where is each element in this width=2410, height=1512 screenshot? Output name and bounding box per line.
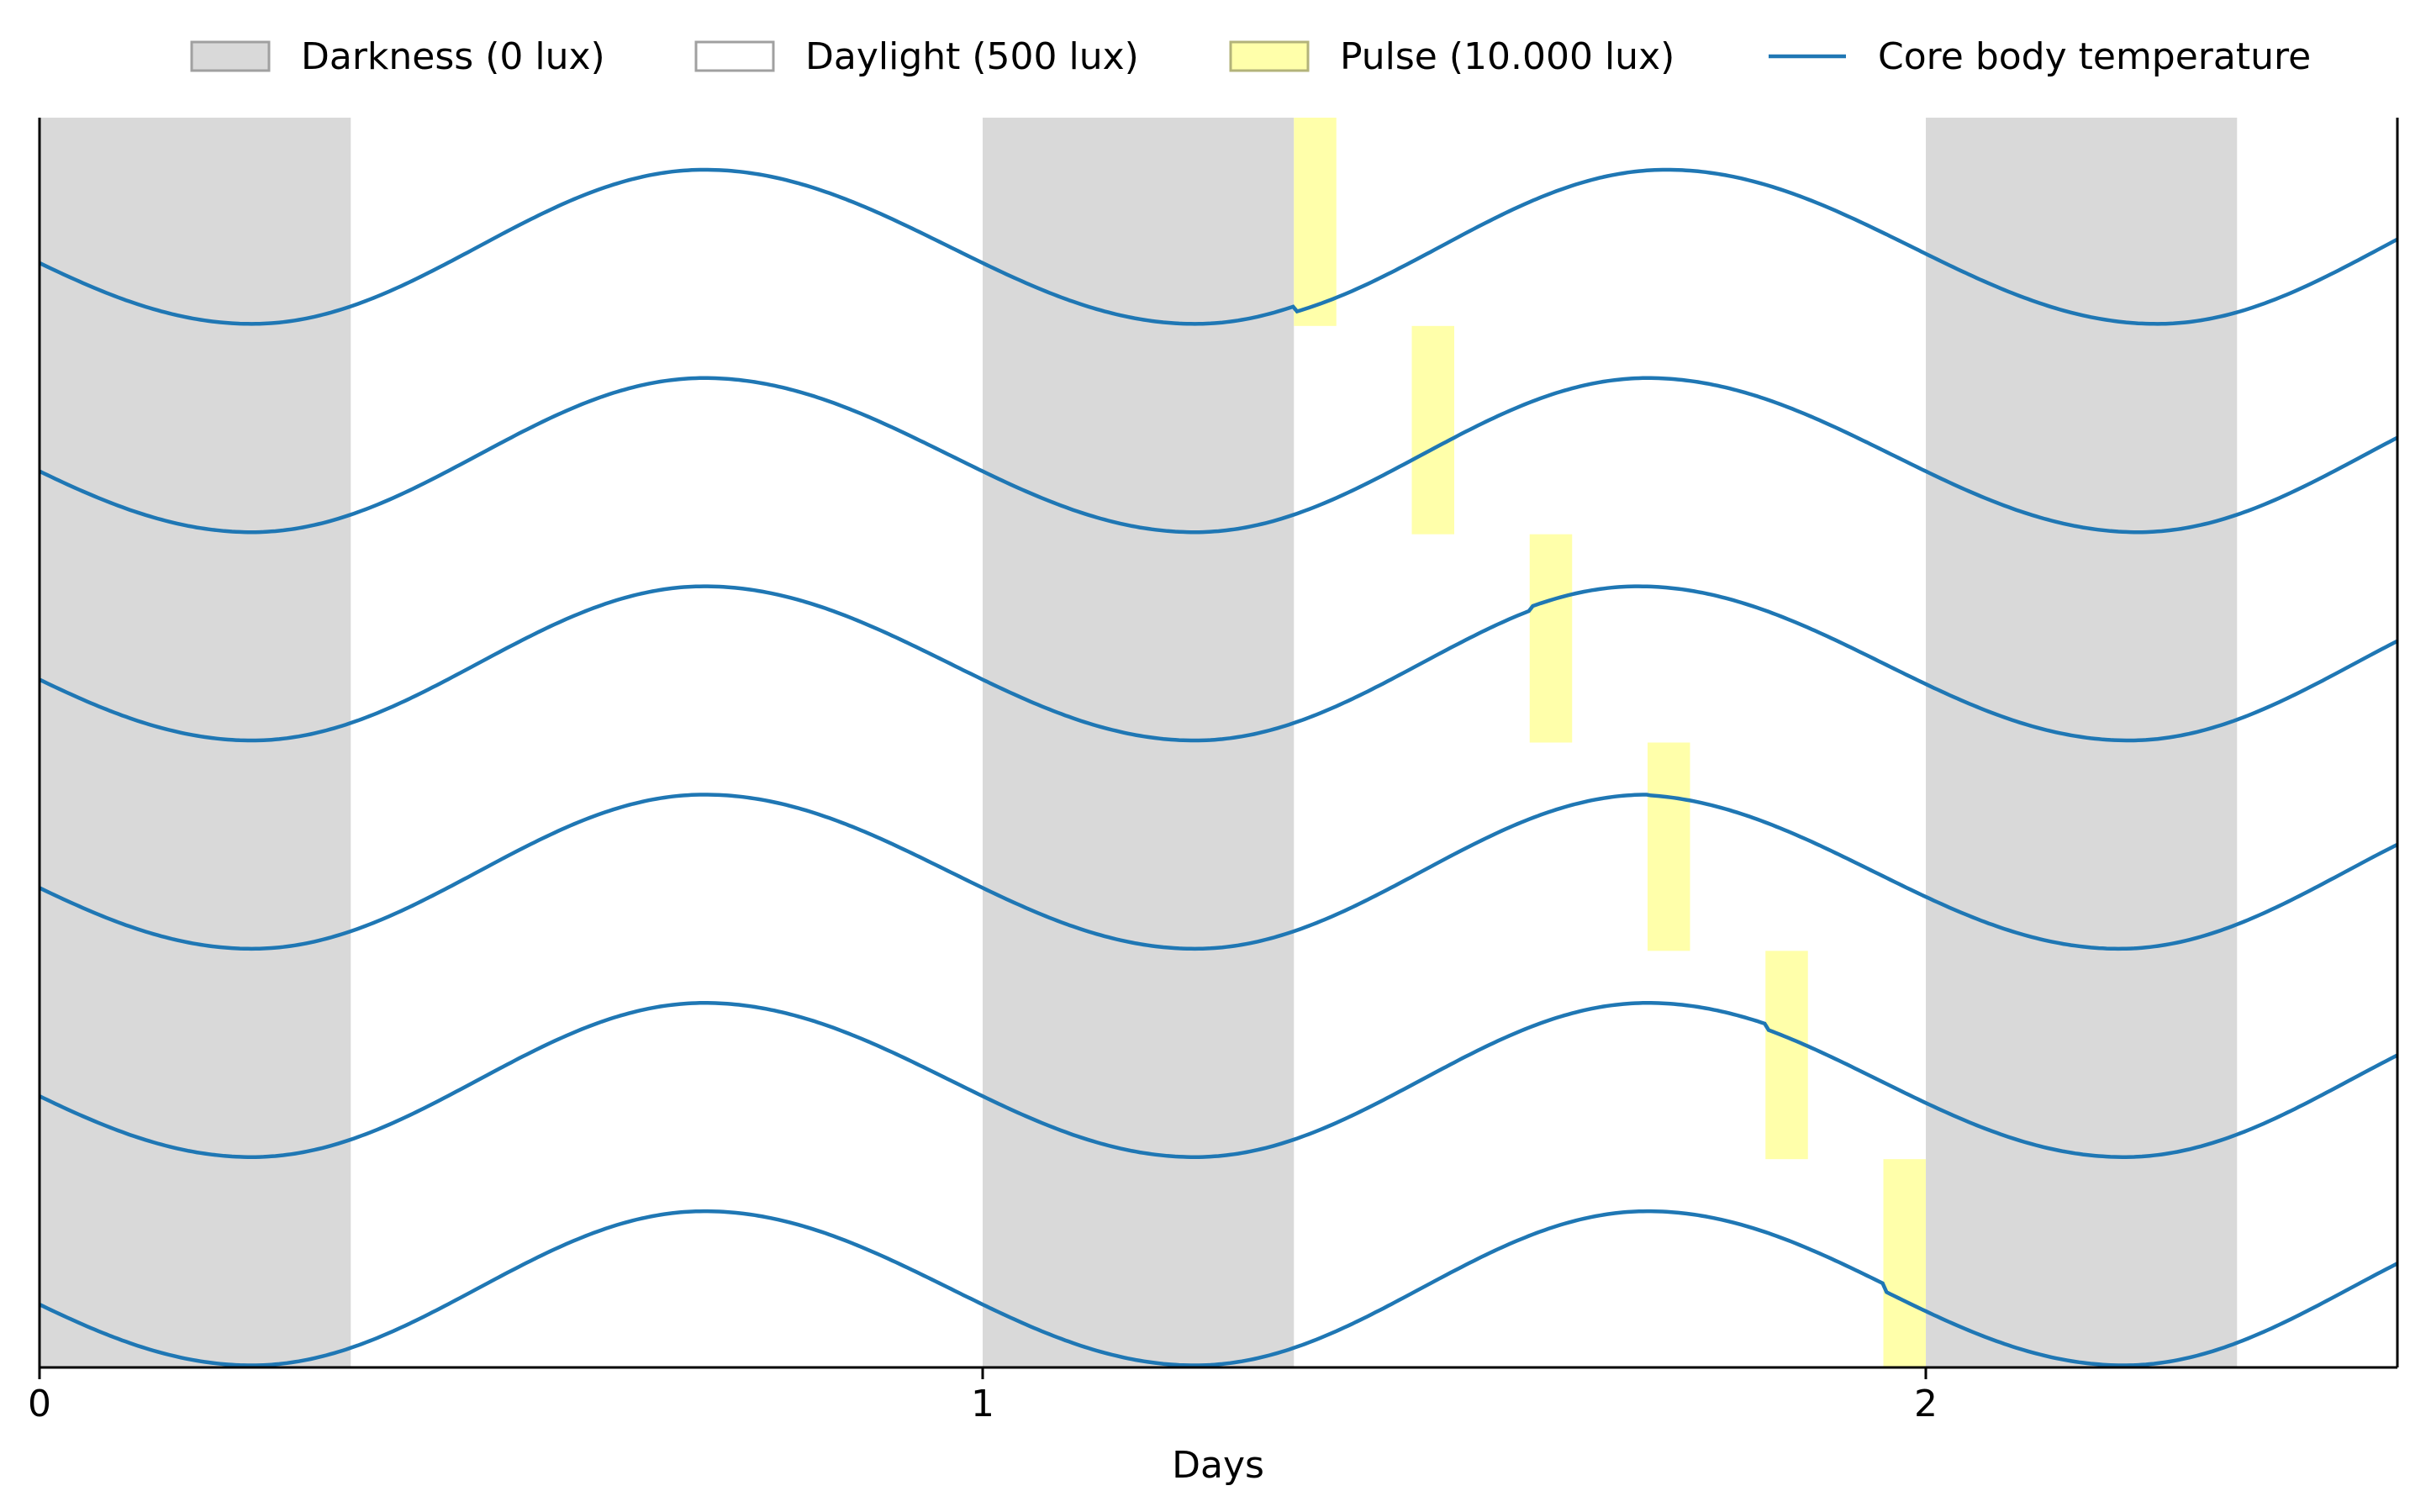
pulse-bar-3 xyxy=(1529,534,1573,743)
darkness-band-2 xyxy=(1926,118,2238,1367)
legend-label-3: Core body temperature xyxy=(1878,35,2311,78)
pulse-bar-5 xyxy=(1765,951,1808,1160)
darkness-band-0 xyxy=(40,118,351,1367)
temperature-line-2 xyxy=(39,376,2399,535)
temperature-lines xyxy=(39,167,2399,1367)
axes: 0 1 2 xyxy=(28,118,2399,1425)
legend-label-1: Daylight (500 lux) xyxy=(805,35,1139,78)
legend-label-0: Darkness (0 lux) xyxy=(301,35,605,78)
pulse-bar-4 xyxy=(1648,742,1690,951)
plot-area: 0 1 2 xyxy=(28,118,2399,1425)
darkness-bands xyxy=(40,118,2238,1367)
legend-swatch-1 xyxy=(694,40,775,72)
temperature-line-4 xyxy=(39,793,2398,951)
legend-label-2: Pulse (10.000 lux) xyxy=(1340,35,1674,78)
pulse-bars xyxy=(1294,118,1926,1367)
legend: Darkness (0 lux) Daylight (500 lux) Pulse … xyxy=(190,35,2311,78)
temperature-line-5 xyxy=(39,1001,2399,1159)
x-axis-label: Days xyxy=(1172,1444,1264,1487)
temperature-line-1 xyxy=(39,167,2399,326)
pulse-bar-1 xyxy=(1294,118,1337,326)
temperature-line-6 xyxy=(39,1209,2399,1367)
legend-swatch-0 xyxy=(190,40,271,72)
darkness-band-1 xyxy=(983,118,1295,1367)
x-tick-label-2: 2 xyxy=(1914,1383,1938,1425)
pulse-bar-6 xyxy=(1883,1159,1926,1367)
pulse-bar-2 xyxy=(1411,325,1454,535)
legend-swatch-2 xyxy=(1229,40,1310,72)
temperature-line-3 xyxy=(39,584,2399,743)
x-tick-label-0: 0 xyxy=(28,1383,51,1425)
x-tick-label-1: 1 xyxy=(971,1383,994,1425)
